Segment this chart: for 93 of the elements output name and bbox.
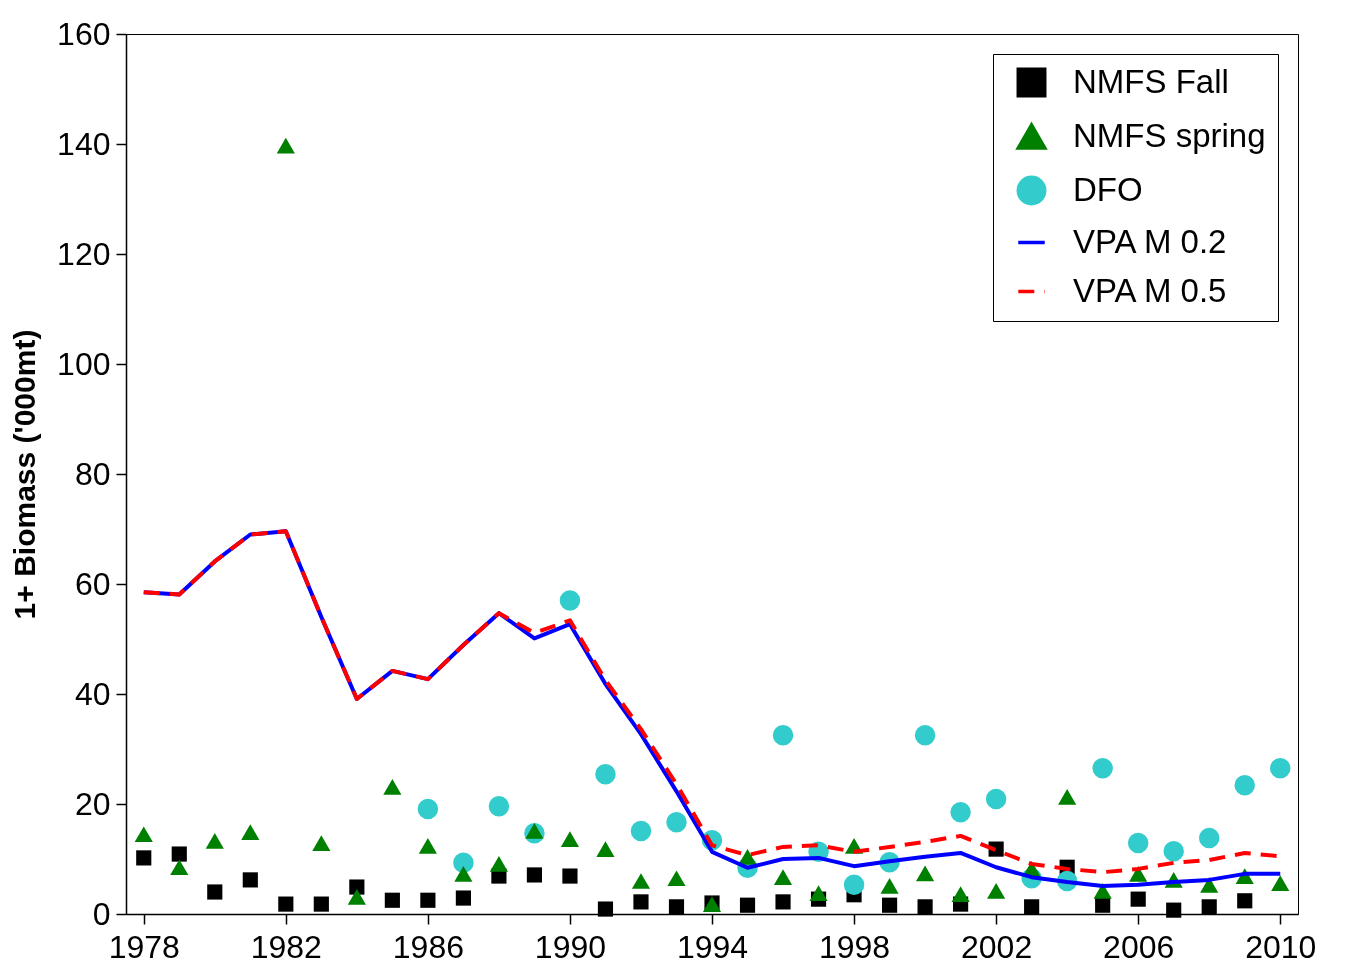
point bbox=[881, 897, 898, 913]
point bbox=[242, 872, 258, 888]
point bbox=[526, 867, 543, 883]
point bbox=[349, 879, 365, 895]
point bbox=[1271, 875, 1290, 892]
x-tick-label: 1982 bbox=[250, 928, 322, 965]
legend-label: VPA M 0.5 bbox=[1073, 271, 1227, 309]
point bbox=[843, 874, 865, 896]
point bbox=[596, 841, 615, 857]
point bbox=[951, 886, 970, 903]
point bbox=[1166, 902, 1182, 918]
legend-label: DFO bbox=[1073, 170, 1143, 208]
point bbox=[633, 894, 649, 910]
point bbox=[312, 835, 331, 851]
y-tick-label: 60 bbox=[74, 565, 111, 602]
y-tick-label: 40 bbox=[74, 675, 111, 712]
y-axis-title: 1+ Biomass ('000mt) bbox=[8, 329, 42, 620]
point bbox=[1024, 899, 1040, 915]
point bbox=[384, 892, 400, 908]
point bbox=[1092, 758, 1113, 779]
x-tick-label: 2006 bbox=[1103, 928, 1175, 965]
point bbox=[383, 779, 402, 795]
point bbox=[1234, 775, 1255, 796]
point bbox=[171, 846, 187, 862]
point bbox=[525, 823, 544, 839]
point bbox=[775, 894, 791, 910]
point bbox=[488, 795, 510, 817]
point bbox=[1058, 788, 1077, 805]
legend-label: NMFS spring bbox=[1073, 116, 1266, 154]
point bbox=[739, 897, 756, 913]
point bbox=[1130, 891, 1146, 907]
x-tick-label: 1990 bbox=[534, 928, 607, 965]
x-tick-label: 1998 bbox=[818, 928, 891, 965]
point bbox=[595, 764, 616, 785]
y-tick-label: 20 bbox=[74, 785, 111, 822]
x-tick-label: 1986 bbox=[392, 928, 464, 965]
point bbox=[880, 878, 899, 894]
point bbox=[170, 859, 189, 876]
point bbox=[418, 837, 437, 854]
legend-label: NMFS Fall bbox=[1073, 62, 1229, 100]
point bbox=[1093, 883, 1112, 899]
y-tick-label: 160 bbox=[57, 15, 111, 52]
y-tick-label: 80 bbox=[74, 455, 111, 492]
point bbox=[666, 811, 687, 833]
point bbox=[313, 896, 329, 912]
point bbox=[773, 869, 793, 886]
point bbox=[489, 856, 508, 872]
point bbox=[136, 850, 152, 866]
point bbox=[417, 798, 439, 820]
point bbox=[914, 725, 936, 746]
point bbox=[1270, 758, 1291, 779]
point bbox=[560, 831, 580, 848]
point bbox=[809, 885, 828, 901]
point bbox=[1198, 827, 1220, 849]
point bbox=[134, 826, 153, 843]
point bbox=[1201, 899, 1217, 915]
point bbox=[950, 802, 971, 823]
point bbox=[987, 883, 1006, 899]
legend-label: VPA M 0.2 bbox=[1073, 222, 1227, 260]
point bbox=[562, 868, 578, 884]
point bbox=[772, 725, 794, 746]
y-tick-label: 140 bbox=[57, 125, 111, 162]
point bbox=[631, 873, 651, 889]
point bbox=[985, 788, 1007, 810]
point bbox=[559, 590, 581, 611]
point bbox=[1163, 841, 1184, 862]
point bbox=[241, 824, 260, 840]
x-tick-label: 1978 bbox=[108, 928, 180, 965]
point bbox=[455, 890, 471, 906]
point bbox=[667, 870, 686, 887]
point bbox=[207, 884, 223, 900]
y-tick-label: 0 bbox=[92, 895, 111, 932]
point bbox=[453, 852, 474, 874]
x-tick-label: 2002 bbox=[961, 928, 1033, 965]
point bbox=[1237, 893, 1253, 909]
point bbox=[1127, 832, 1149, 854]
point bbox=[1095, 897, 1111, 913]
point bbox=[668, 899, 685, 915]
point bbox=[917, 899, 933, 915]
point bbox=[597, 901, 614, 917]
point bbox=[278, 896, 294, 912]
point bbox=[420, 892, 436, 908]
point bbox=[916, 865, 935, 882]
point bbox=[454, 865, 473, 882]
y-tick-label: 120 bbox=[57, 235, 111, 272]
point bbox=[347, 889, 366, 905]
point bbox=[630, 820, 652, 842]
point bbox=[276, 137, 295, 154]
point bbox=[1200, 876, 1219, 893]
x-tick-label: 1994 bbox=[676, 928, 749, 965]
x-tick-label: 2010 bbox=[1245, 928, 1317, 965]
y-tick-label: 100 bbox=[57, 345, 111, 382]
point bbox=[205, 832, 224, 849]
